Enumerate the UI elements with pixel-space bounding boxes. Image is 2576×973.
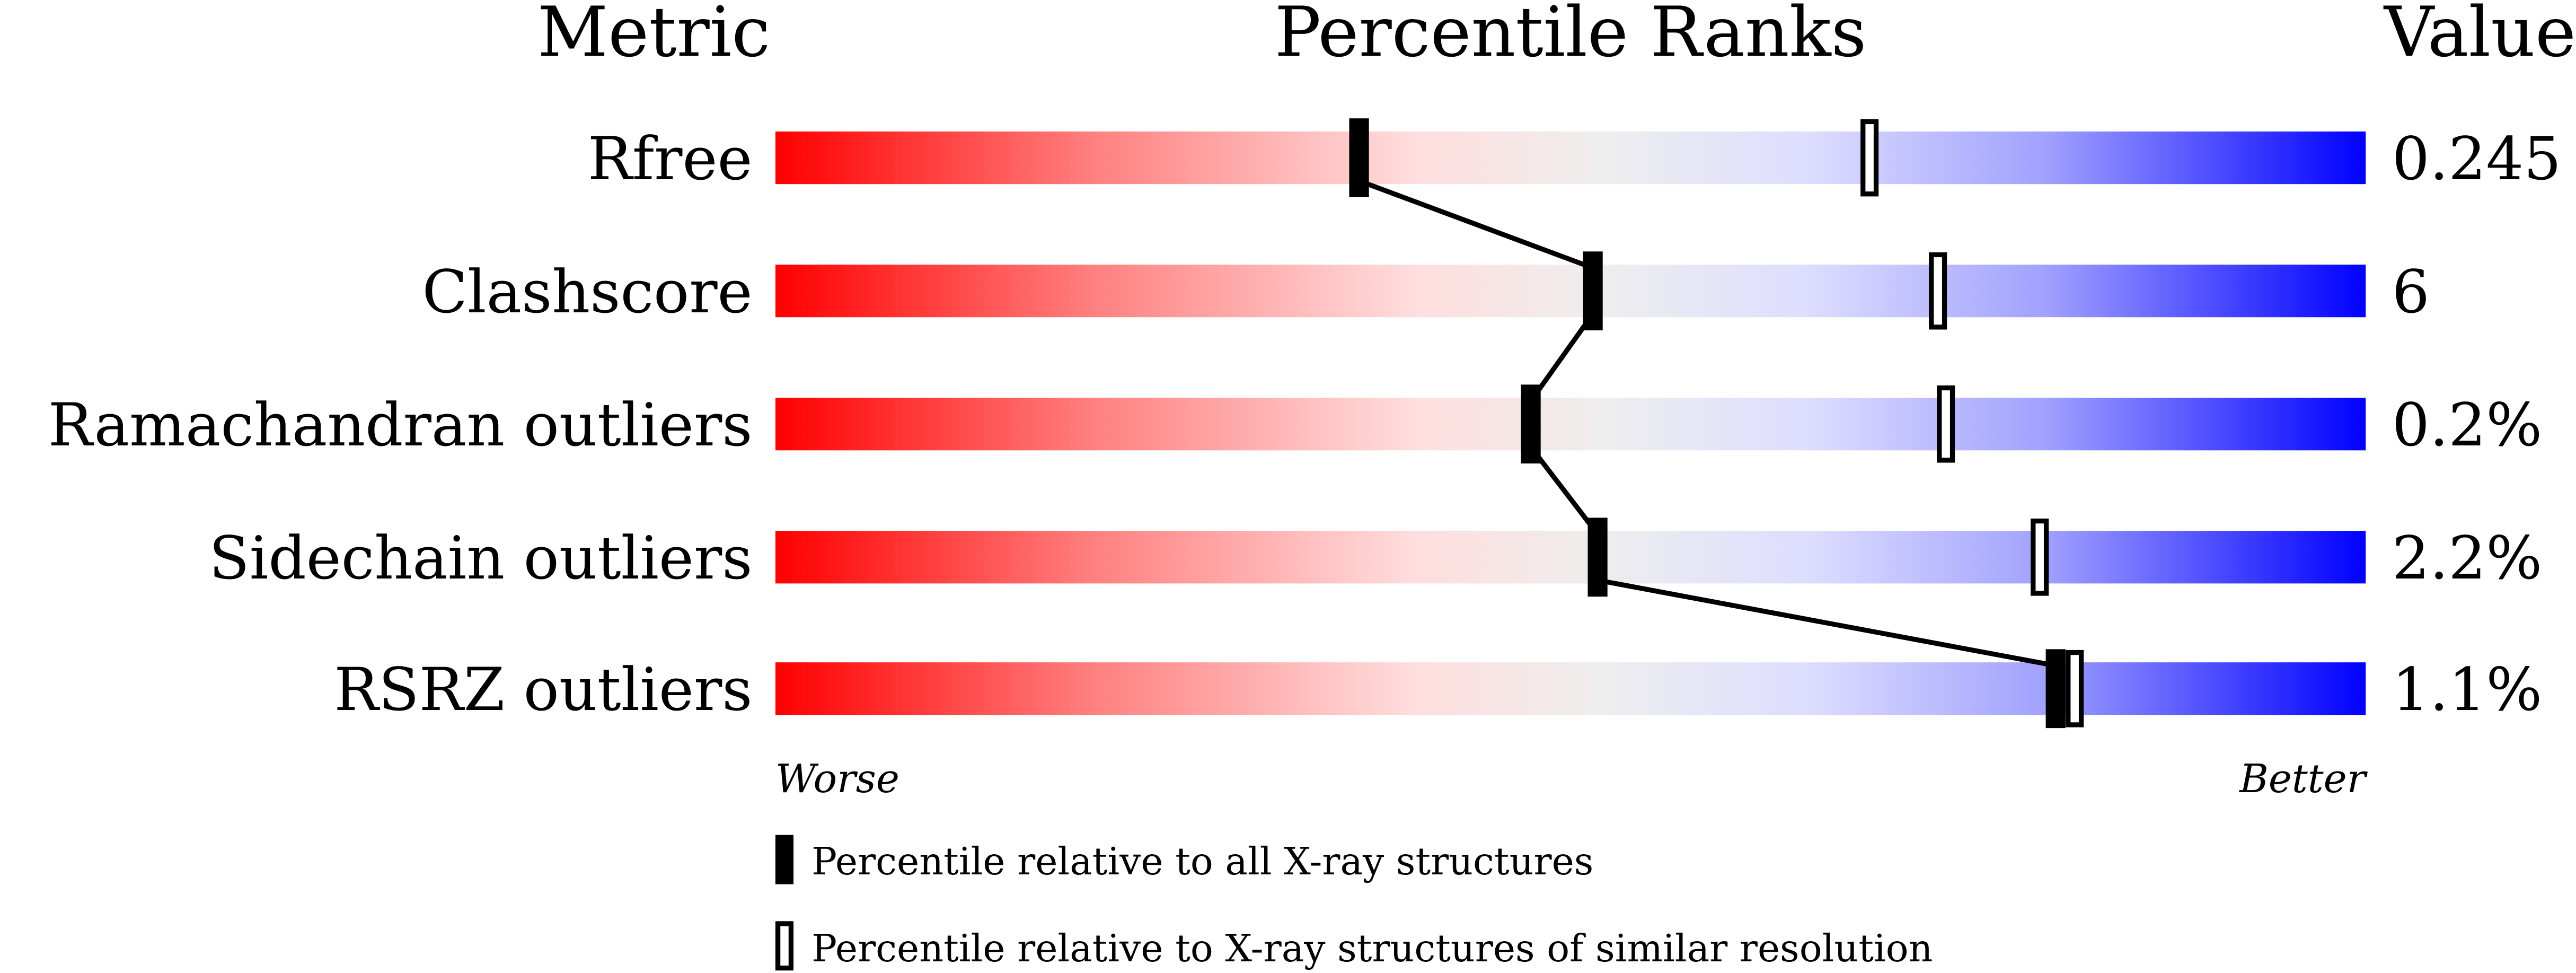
percentile-bar bbox=[775, 132, 2366, 185]
header-metric: Metric bbox=[537, 0, 770, 72]
percentile-connector-line bbox=[1358, 178, 1594, 270]
metric-value: 6 bbox=[2392, 258, 2430, 327]
percentile-similar-marker bbox=[1860, 119, 1879, 197]
percentile-similar-marker bbox=[2066, 650, 2084, 727]
header-value: Value bbox=[2383, 0, 2576, 72]
percentile-connector-line bbox=[1597, 577, 2057, 668]
metric-label: RSRZ outliers bbox=[334, 655, 752, 724]
metric-label: Clashscore bbox=[422, 258, 753, 327]
percentile-similar-marker bbox=[1929, 252, 1947, 330]
metric-value: 1.1% bbox=[2392, 655, 2542, 724]
percentile-connector-line bbox=[1529, 445, 1600, 536]
percentile-bar bbox=[775, 662, 2366, 715]
percentile-bar bbox=[775, 398, 2366, 451]
legend-open-label: Percentile relative to X-ray structures … bbox=[811, 926, 1933, 970]
percentile-all-marker bbox=[1587, 518, 1608, 597]
metric-label: Ramachandran outliers bbox=[48, 391, 753, 460]
legend-filled-marker-icon bbox=[775, 835, 794, 884]
percentile-connector-line bbox=[1529, 312, 1595, 403]
percentile-all-marker bbox=[1349, 118, 1369, 197]
legend-filled-label: Percentile relative to all X-ray structu… bbox=[811, 839, 1593, 883]
percentile-bar bbox=[775, 265, 2366, 318]
metric-value: 0.245 bbox=[2392, 125, 2561, 194]
percentile-bar bbox=[775, 531, 2366, 584]
metric-value: 2.2% bbox=[2392, 524, 2542, 593]
legend-open-marker-icon bbox=[775, 921, 794, 971]
metric-value: 0.2% bbox=[2392, 391, 2542, 460]
metric-label: Sidechain outliers bbox=[209, 524, 752, 593]
better-label: Better bbox=[2238, 756, 2368, 802]
worse-label: Worse bbox=[775, 756, 899, 802]
percentile-all-marker bbox=[1583, 251, 1603, 331]
percentile-all-marker bbox=[1521, 384, 1541, 464]
header-percentile-ranks: Percentile Ranks bbox=[1275, 0, 1867, 72]
percentile-all-marker bbox=[2045, 649, 2066, 729]
percentile-similar-marker bbox=[1937, 385, 1955, 463]
metric-label: Rfree bbox=[588, 125, 753, 194]
percentile-similar-marker bbox=[2031, 518, 2049, 596]
